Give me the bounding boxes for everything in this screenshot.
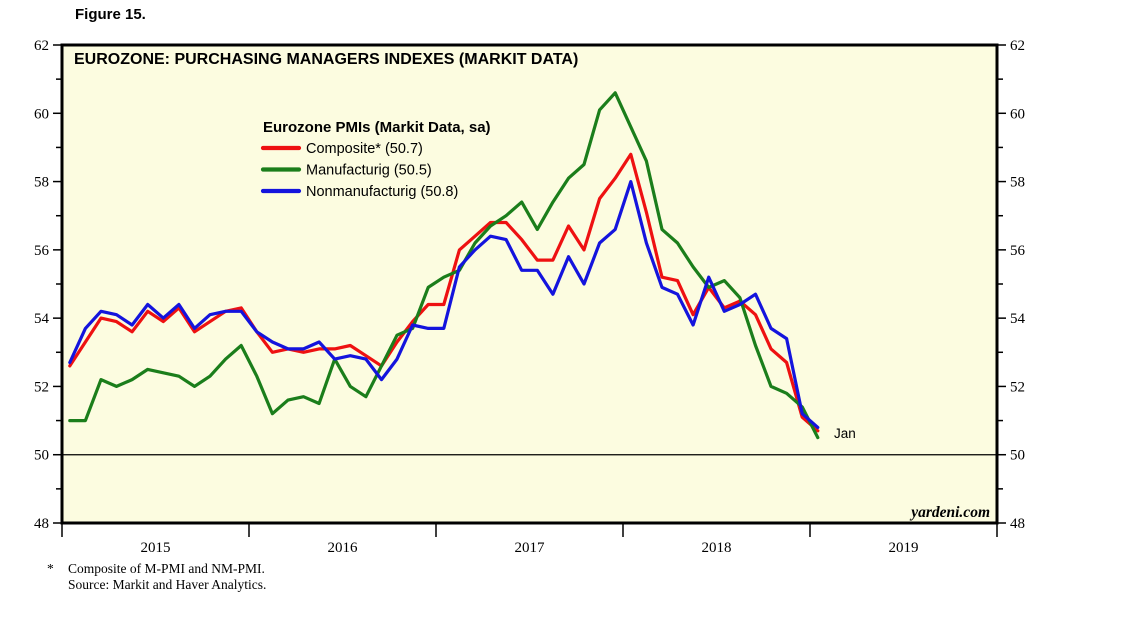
series-line-1 <box>68 91 820 440</box>
x-axis-label-year: 2019 <box>889 540 919 556</box>
footnote-asterisk: * <box>47 561 54 576</box>
footnote-source: Source: Markit and Haver Analytics. <box>68 577 267 592</box>
series-line-0 <box>68 152 820 433</box>
y-axis-label-right: 52 <box>1010 379 1025 395</box>
y-axis-label-right: 60 <box>1010 106 1025 122</box>
y-axis-label-left: 48 <box>34 516 49 532</box>
x-axis-label-year: 2015 <box>141 540 171 556</box>
y-axis-label-right: 62 <box>1010 38 1025 54</box>
legend-label-0: Composite* (50.7) <box>306 141 423 157</box>
chart-generated-layers: 48 48 50 50 52 52 54 54 56 56 58 58 60 60 62 62 2015 2016… <box>34 38 1026 556</box>
y-axis-label-right: 50 <box>1010 448 1025 464</box>
y-axis-label-left: 50 <box>34 448 49 464</box>
y-axis-label-left: 56 <box>34 243 50 259</box>
footnote-line1: Composite of M-PMI and NM-PMI. <box>68 561 265 576</box>
y-axis-label-left: 62 <box>34 38 49 54</box>
chart-title: EUROZONE: PURCHASING MANAGERS INDEXES (M… <box>74 51 578 68</box>
y-axis-label-right: 54 <box>1010 311 1026 327</box>
y-axis-label-left: 58 <box>34 175 49 191</box>
y-axis-label-left: 52 <box>34 379 49 395</box>
y-axis-label-right: 58 <box>1010 175 1025 191</box>
y-axis-label-left: 60 <box>34 106 49 122</box>
legend-title: Eurozone PMIs (Markit Data, sa) <box>263 119 491 136</box>
x-axis-label-year: 2018 <box>702 540 732 556</box>
y-axis-label-right: 48 <box>1010 516 1025 532</box>
x-axis-label-year: 2016 <box>328 540 359 556</box>
watermark-yardeni: yardeni.com <box>909 504 990 521</box>
legend-label-2: Nonmanufacturig (50.8) <box>306 184 458 200</box>
legend-label-1: Manufacturig (50.5) <box>306 163 432 179</box>
y-axis-label-left: 54 <box>34 311 50 327</box>
y-axis-label-right: 56 <box>1010 243 1026 259</box>
series-line-2 <box>68 180 820 429</box>
last-point-label: Jan <box>834 426 856 441</box>
x-axis-label-year: 2017 <box>515 540 546 556</box>
plot-background <box>62 45 997 523</box>
figure-label: Figure 15. <box>75 6 146 23</box>
